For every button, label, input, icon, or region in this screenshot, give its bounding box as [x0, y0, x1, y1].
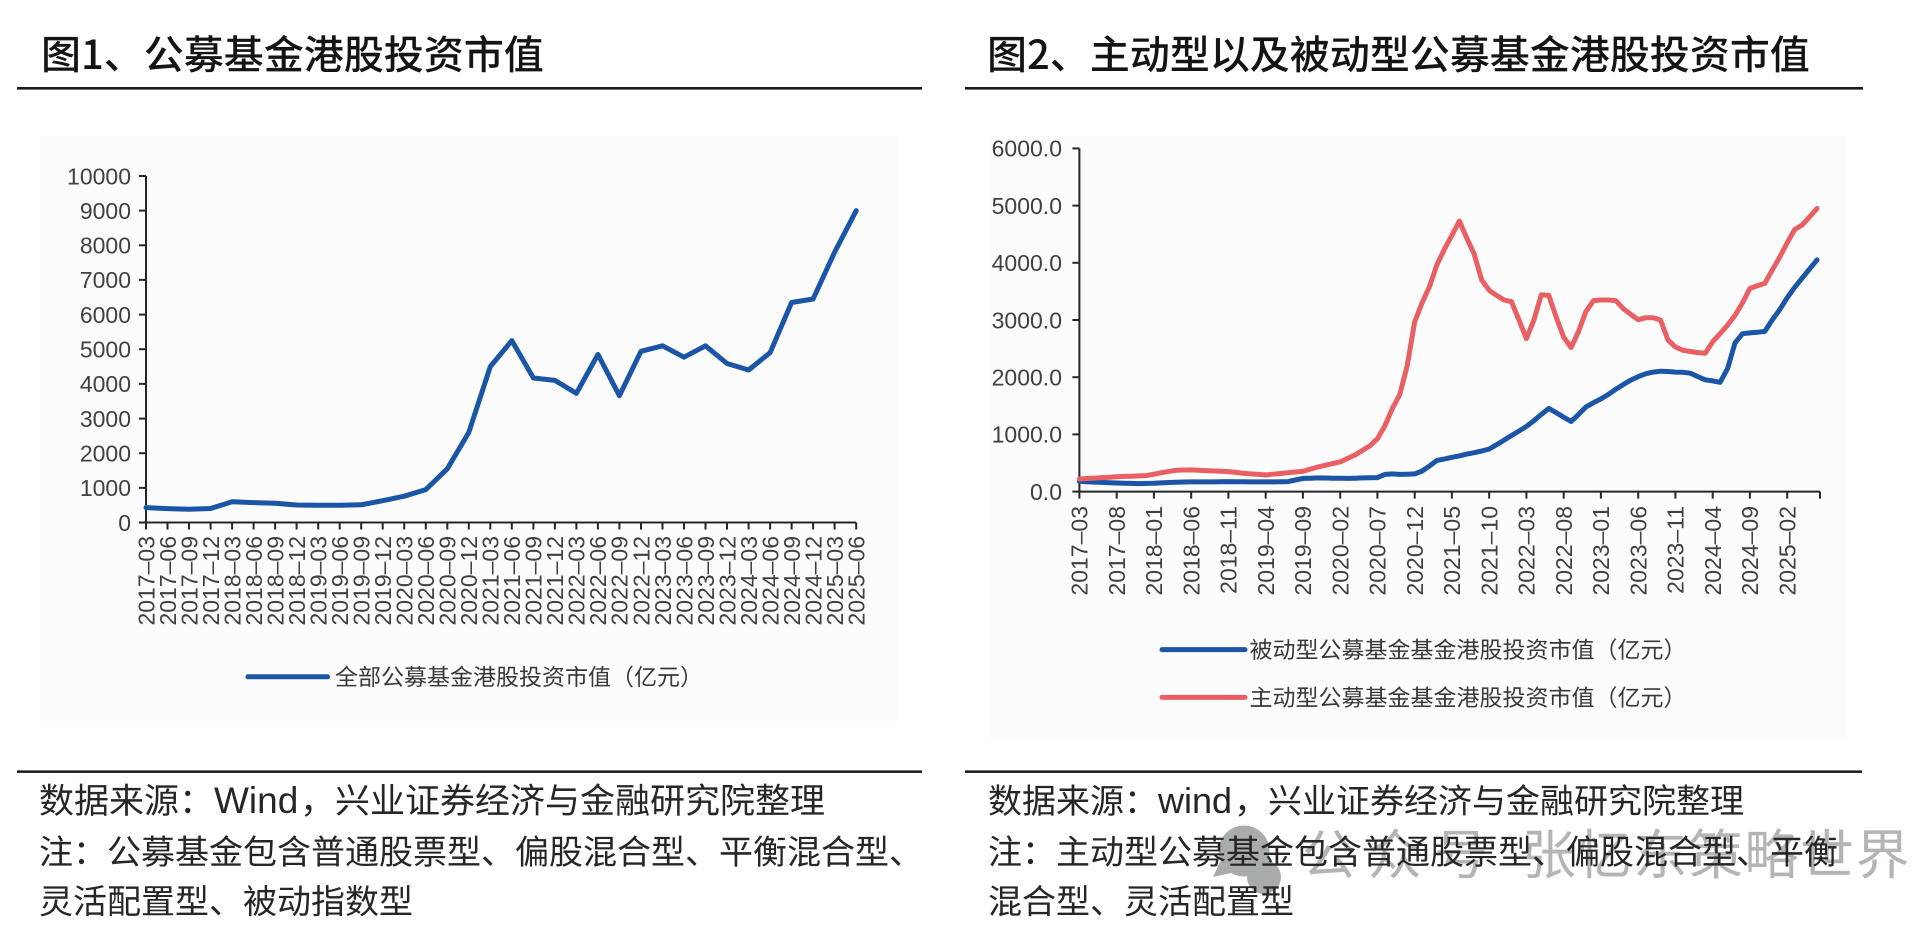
- svg-text:2023–06: 2023–06: [671, 536, 697, 626]
- svg-text:2018–06: 2018–06: [241, 536, 267, 626]
- svg-text:2017–03: 2017–03: [133, 536, 159, 626]
- svg-text:2021–06: 2021–06: [499, 536, 525, 626]
- svg-text:2024–09: 2024–09: [779, 536, 805, 626]
- svg-text:2025–03: 2025–03: [822, 536, 848, 626]
- svg-text:2018–12: 2018–12: [284, 536, 310, 626]
- svg-text:4000.0: 4000.0: [992, 250, 1062, 276]
- svg-text:2017–06: 2017–06: [155, 536, 181, 626]
- svg-text:2021–05: 2021–05: [1439, 506, 1465, 596]
- svg-text:2025–06: 2025–06: [844, 536, 870, 626]
- svg-text:2023–01: 2023–01: [1588, 506, 1614, 596]
- svg-text:2020–03: 2020–03: [392, 536, 418, 626]
- svg-text:2021–03: 2021–03: [478, 536, 504, 626]
- svg-text:2017–09: 2017–09: [176, 536, 202, 626]
- svg-text:2018–11: 2018–11: [1216, 506, 1242, 594]
- svg-text:7000: 7000: [80, 267, 131, 293]
- svg-text:2024–04: 2024–04: [1700, 506, 1726, 596]
- svg-text:2022–12: 2022–12: [628, 536, 654, 626]
- svg-text:2020–06: 2020–06: [413, 536, 439, 626]
- svg-text:2023–06: 2023–06: [1626, 506, 1652, 596]
- svg-text:2022–03: 2022–03: [1514, 506, 1540, 596]
- svg-text:2019–09: 2019–09: [349, 536, 375, 626]
- svg-text:2024–09: 2024–09: [1737, 506, 1763, 596]
- svg-text:2000: 2000: [80, 441, 131, 467]
- svg-text:2024–06: 2024–06: [757, 536, 783, 626]
- svg-text:8000: 8000: [80, 233, 131, 259]
- svg-text:2020–12: 2020–12: [1402, 506, 1428, 596]
- svg-text:2020–07: 2020–07: [1365, 506, 1391, 596]
- svg-text:2019–03: 2019–03: [306, 536, 332, 626]
- svg-text:2024–03: 2024–03: [736, 536, 762, 626]
- svg-text:2022–06: 2022–06: [585, 536, 611, 626]
- svg-text:3000: 3000: [80, 406, 131, 432]
- svg-text:2024–12: 2024–12: [800, 536, 826, 626]
- svg-text:2000.0: 2000.0: [992, 365, 1062, 391]
- svg-text:2018–06: 2018–06: [1179, 506, 1205, 596]
- svg-text:2022–03: 2022–03: [564, 536, 590, 626]
- svg-text:wind: wind: [1157, 780, 1232, 821]
- svg-text:6000: 6000: [80, 302, 131, 328]
- svg-text:2021–10: 2021–10: [1477, 506, 1503, 596]
- svg-text:2021–12: 2021–12: [542, 536, 568, 626]
- svg-text:2017–08: 2017–08: [1104, 506, 1130, 596]
- svg-text:2019–12: 2019–12: [370, 536, 396, 626]
- svg-text:0: 0: [118, 510, 131, 536]
- svg-text:2023–12: 2023–12: [714, 536, 740, 626]
- svg-text:3000.0: 3000.0: [992, 307, 1062, 333]
- svg-text:2020–12: 2020–12: [456, 536, 482, 626]
- svg-text:Wind: Wind: [214, 780, 298, 821]
- svg-text:2020–02: 2020–02: [1328, 506, 1354, 596]
- svg-text:2023–09: 2023–09: [693, 536, 719, 626]
- svg-text:2021–09: 2021–09: [521, 536, 547, 626]
- svg-text:2019–06: 2019–06: [327, 536, 353, 626]
- svg-text:5000.0: 5000.0: [992, 193, 1062, 219]
- svg-text:2018–01: 2018–01: [1141, 506, 1167, 596]
- svg-text:2018–09: 2018–09: [262, 536, 288, 626]
- svg-text:6000.0: 6000.0: [992, 136, 1062, 162]
- svg-text:4000: 4000: [80, 371, 131, 397]
- svg-text:2022–09: 2022–09: [607, 536, 633, 626]
- svg-text:1000.0: 1000.0: [992, 422, 1062, 448]
- svg-text:2025–02: 2025–02: [1775, 506, 1801, 596]
- svg-text:0.0: 0.0: [1030, 479, 1062, 505]
- svg-text:2022–08: 2022–08: [1551, 506, 1577, 596]
- svg-text:2023–11: 2023–11: [1663, 506, 1689, 594]
- svg-text:1000: 1000: [80, 475, 131, 501]
- svg-text:2018–03: 2018–03: [219, 536, 245, 626]
- svg-text:10000: 10000: [67, 163, 131, 189]
- svg-text:2023–03: 2023–03: [650, 536, 676, 626]
- svg-text:2017–12: 2017–12: [198, 536, 224, 626]
- svg-text:9000: 9000: [80, 198, 131, 224]
- svg-text:2020–09: 2020–09: [435, 536, 461, 626]
- svg-text:2019–09: 2019–09: [1290, 506, 1316, 596]
- svg-text:2017–03: 2017–03: [1067, 506, 1093, 596]
- svg-text:5000: 5000: [80, 337, 131, 363]
- svg-text:2019–04: 2019–04: [1253, 506, 1279, 596]
